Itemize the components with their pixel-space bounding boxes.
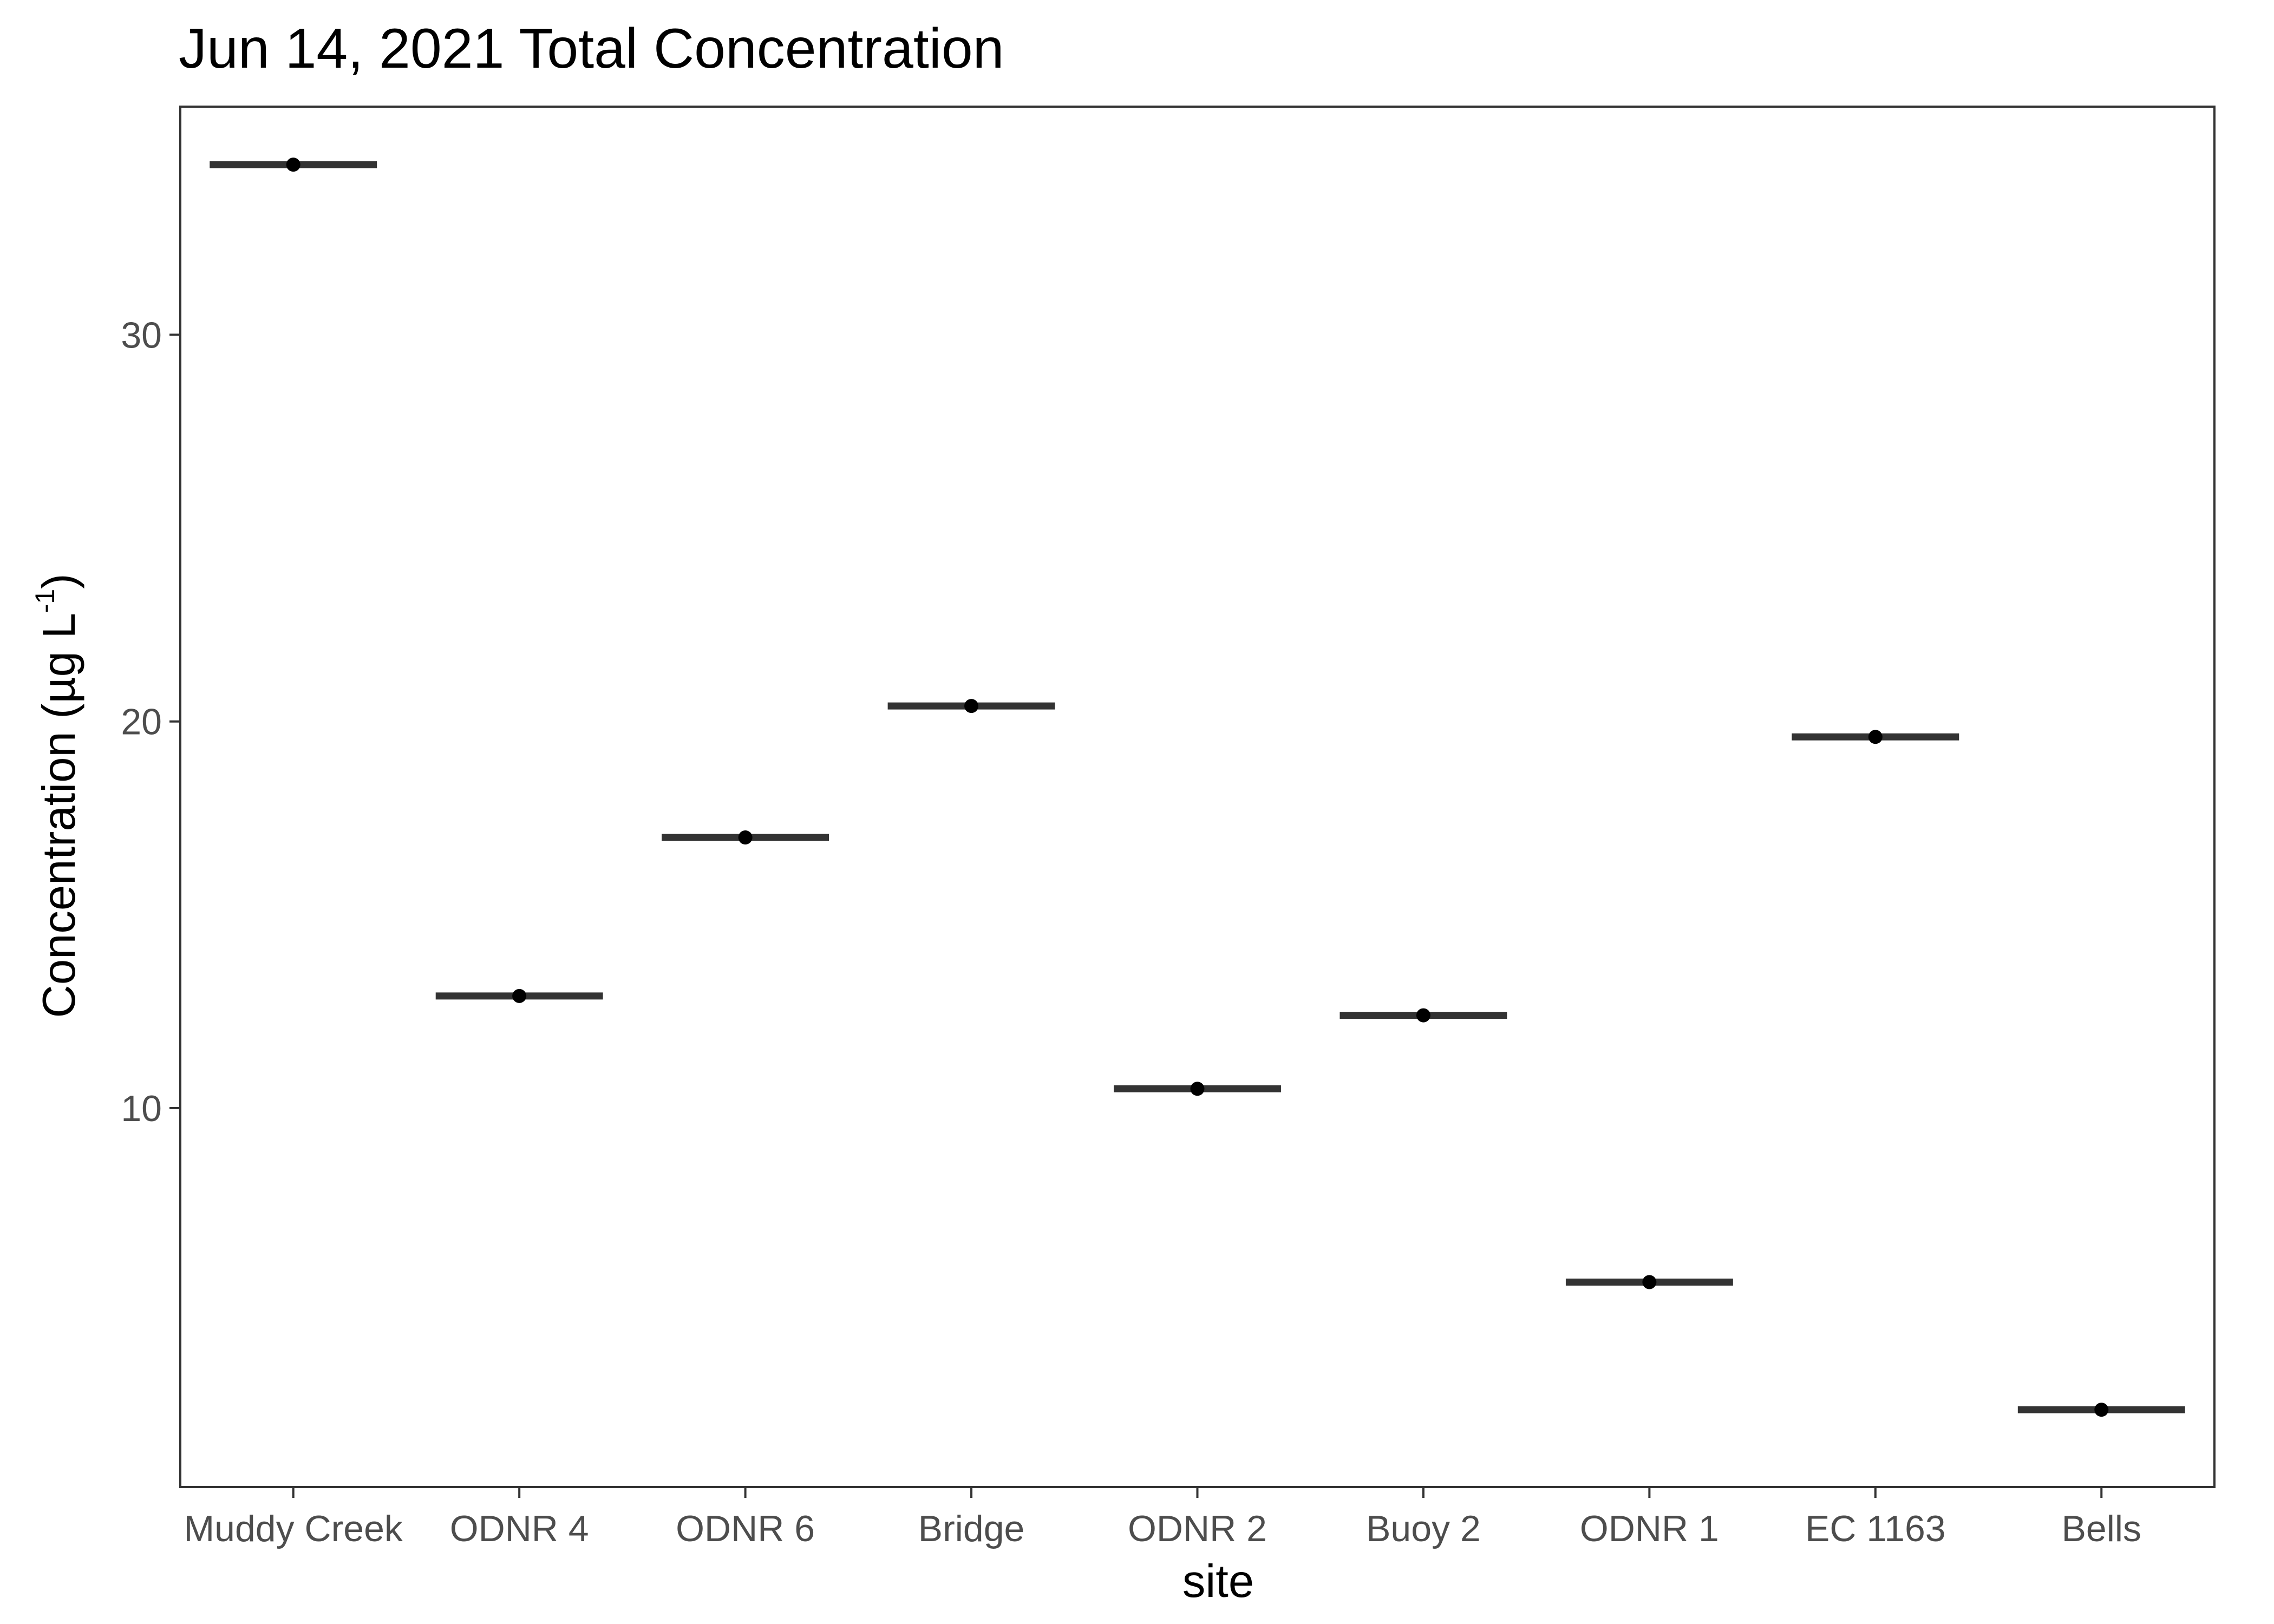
x-tick-label: Buoy 2 bbox=[1366, 1508, 1481, 1549]
y-axis: 10 20 30 bbox=[121, 315, 180, 1129]
x-tick-label: EC 1163 bbox=[1805, 1508, 1946, 1549]
x-axis-title: site bbox=[1182, 1556, 1254, 1607]
x-tick-label: ODNR 4 bbox=[450, 1508, 589, 1549]
x-tick-label: Muddy Creek bbox=[184, 1508, 403, 1549]
y-axis-title-close: ) bbox=[34, 573, 85, 588]
chart-title: Jun 14, 2021 Total Concentration bbox=[179, 17, 1004, 80]
y-tick-label: 10 bbox=[121, 1088, 162, 1129]
data-point-6 bbox=[1642, 1275, 1657, 1289]
data-point-3 bbox=[964, 699, 979, 713]
data-point-4 bbox=[1190, 1082, 1205, 1096]
x-tick-label: ODNR 1 bbox=[1580, 1508, 1719, 1549]
data-point-1 bbox=[512, 988, 527, 1003]
x-tick-label: Bells bbox=[2062, 1508, 2141, 1549]
data-point-7 bbox=[1868, 730, 1883, 744]
x-tick-label: ODNR 2 bbox=[1128, 1508, 1267, 1549]
data-point-0 bbox=[286, 158, 300, 172]
y-tick-label: 30 bbox=[121, 315, 162, 356]
y-axis-title: Concentration (µg L-1) bbox=[30, 573, 85, 1018]
x-tick-label: ODNR 6 bbox=[676, 1508, 815, 1549]
y-axis-title-superscript: -1 bbox=[30, 589, 60, 613]
x-axis: Muddy Creek ODNR 4 ODNR 6 Bridge ODNR 2 Buoy … bbox=[184, 1487, 2141, 1549]
plot-panel bbox=[179, 106, 2216, 1488]
x-tick-label: Bridge bbox=[918, 1508, 1025, 1549]
y-tick-label: 20 bbox=[121, 702, 162, 743]
data-point-8 bbox=[2094, 1403, 2109, 1417]
data-marks bbox=[210, 158, 2185, 1417]
data-point-5 bbox=[1416, 1008, 1430, 1023]
y-axis-title-main: Concentration (µg L bbox=[34, 613, 85, 1018]
data-point-2 bbox=[738, 830, 753, 844]
